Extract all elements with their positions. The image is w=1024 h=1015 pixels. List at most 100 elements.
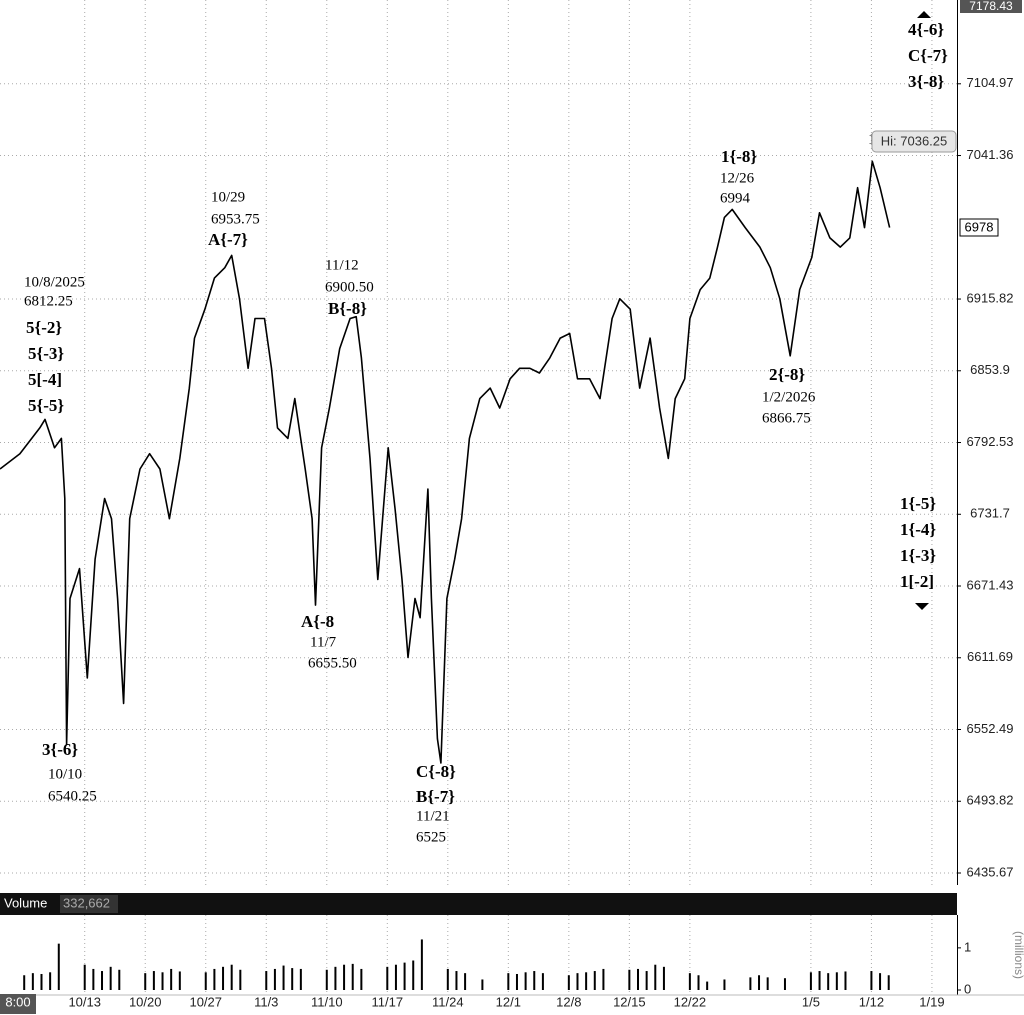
x-start-label: 8:00: [5, 994, 30, 1009]
volume-bar: [844, 971, 847, 990]
volume-bar: [749, 977, 752, 990]
x-tick-label: 11/3: [254, 994, 278, 1009]
volume-bar: [23, 975, 26, 990]
volume-bar: [40, 973, 43, 990]
y-tick-label: 6611.69: [967, 649, 1013, 664]
annotation: 6525: [416, 829, 446, 845]
annotation: 3{-8}: [908, 72, 944, 91]
volume-bar: [507, 973, 510, 990]
volume-bar: [533, 971, 536, 990]
volume-bar: [809, 972, 812, 990]
volume-bar: [222, 966, 225, 990]
x-tick-label: 10/13: [68, 994, 101, 1009]
annotation: 6994: [720, 190, 751, 206]
volume-bar: [879, 973, 882, 990]
volume-bar: [109, 966, 112, 990]
annotation: 11/21: [416, 808, 450, 824]
volume-bar: [351, 963, 354, 990]
volume-bar: [334, 966, 337, 990]
x-tick-label: 12/1: [496, 994, 521, 1009]
last-price-box: [959, 218, 999, 237]
volume-bar: [273, 968, 276, 990]
x-tick-label: 1/5: [802, 994, 820, 1009]
volume-bar: [420, 939, 423, 990]
volume-bar: [265, 971, 268, 990]
y-tick-label: 6792.53: [967, 434, 1014, 449]
annotation: 1[-2]: [900, 572, 934, 591]
annotation: 6812.25: [24, 293, 73, 309]
volume-bar: [170, 968, 173, 990]
x-tick-label: 11/24: [432, 994, 464, 1009]
volume-bar: [412, 960, 415, 990]
volume-bar: [637, 968, 639, 990]
annotation: C{-8}: [416, 762, 456, 781]
volume-bar: [870, 971, 873, 990]
annotation: B{-7}: [416, 787, 455, 806]
volume-y-tick-label: 0: [964, 981, 971, 996]
x-tick-label: 11/17: [372, 994, 404, 1009]
volume-bar: [161, 972, 164, 990]
y-tick-label: 6853.9: [970, 362, 1010, 377]
annotation: 5{-2}: [26, 318, 62, 337]
volume-bar: [593, 971, 596, 990]
down-triangle: [915, 603, 929, 610]
volume-bar: [723, 979, 726, 990]
volume-bar: [31, 973, 34, 990]
annotation: 1/2/2026: [762, 389, 816, 405]
volume-bar: [394, 964, 397, 990]
volume-bar: [83, 964, 86, 990]
annotation: C{-7}: [908, 46, 948, 65]
volume-bar: [515, 973, 518, 990]
y-tick-label: 6493.82: [967, 793, 1014, 808]
x-tick-label: 10/20: [129, 994, 162, 1009]
volume-bar: [455, 971, 458, 990]
volume-bar: [481, 979, 484, 990]
y-tick-label: 7041.36: [967, 147, 1014, 162]
volume-bar: [299, 968, 302, 990]
volume-value-box: [60, 895, 118, 913]
annotation: 12/26: [720, 170, 755, 186]
volume-bar: [360, 968, 363, 990]
volume-bar: [230, 964, 233, 990]
top-price: 7178.43: [969, 0, 1013, 13]
annotation: 5{-5}: [28, 396, 64, 415]
volume-bar: [49, 972, 52, 990]
annotation: A{-7}: [208, 230, 248, 249]
volume-bar: [152, 971, 155, 990]
annotation: 6953.75: [211, 211, 260, 227]
y-tick-label: 6915.82: [967, 290, 1014, 305]
top-price-box: [960, 0, 1022, 13]
volume-bar: [118, 969, 121, 990]
last-price: 6978: [965, 219, 994, 234]
volume-axis-label: (millions): [1012, 931, 1024, 979]
price-line: [0, 160, 891, 764]
volume-bar: [446, 968, 449, 990]
x-tick-label: 12/22: [674, 994, 707, 1009]
volume-bar: [541, 973, 544, 990]
volume-bar: [697, 975, 700, 990]
volume-bar: [662, 966, 665, 990]
annotation: 11/7: [310, 634, 337, 650]
annotation: 6866.75: [762, 410, 811, 426]
volume-bar: [576, 973, 579, 990]
volume-bar: [403, 962, 406, 990]
volume-bar: [239, 969, 242, 990]
volume-bar: [282, 965, 285, 990]
annotation: A{-8: [301, 612, 334, 631]
annotation: 3{-6}: [42, 740, 78, 759]
volume-header: [0, 893, 957, 915]
volume-title: Volume: [4, 895, 47, 910]
x-tick-label: 1/19: [919, 994, 944, 1009]
volume-bar: [602, 968, 605, 990]
volume-bar: [766, 977, 769, 990]
annotation: 4{-6}: [908, 20, 944, 39]
volume-y-tick-label: 1: [964, 939, 971, 954]
annotation: 1{-5}: [900, 494, 936, 513]
annotation: 6540.25: [48, 788, 97, 804]
annotation: 10/29: [211, 189, 245, 205]
volume-bar: [645, 971, 648, 990]
annotation: 10/10: [48, 766, 82, 782]
volume-bar: [827, 973, 830, 990]
volume-value: 332,662: [63, 895, 110, 910]
